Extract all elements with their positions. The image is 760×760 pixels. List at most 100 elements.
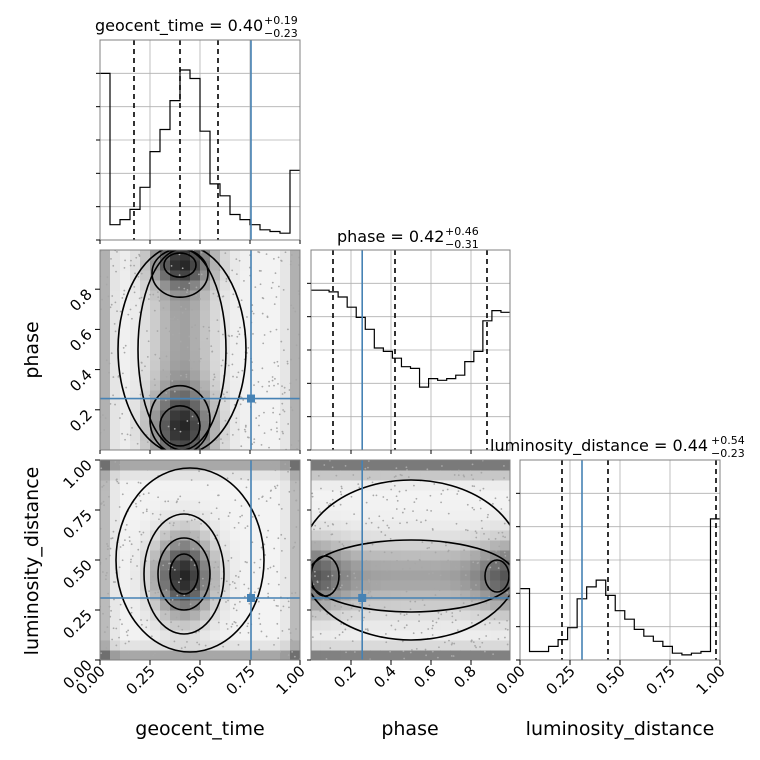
title-geocent-time-plus: +0.19	[264, 14, 298, 27]
density-cell	[210, 580, 221, 591]
sample-dot	[114, 330, 117, 333]
density-cell	[320, 580, 332, 591]
density-cell	[140, 350, 151, 361]
sample-dot	[171, 566, 174, 569]
density-cell	[410, 510, 421, 521]
density-cell	[260, 580, 271, 591]
sample-dot	[274, 487, 277, 490]
density-cell	[490, 630, 501, 641]
sample-dot	[213, 585, 216, 588]
density-cell	[140, 650, 151, 660]
density-cell	[200, 510, 211, 521]
density-cell	[330, 610, 342, 621]
sample-dot	[262, 342, 265, 345]
density-cell	[120, 310, 131, 321]
density-cell	[200, 290, 211, 301]
density-cell	[120, 530, 131, 541]
density-cell	[320, 520, 332, 531]
density-cell	[370, 590, 382, 601]
sample-dot	[292, 547, 294, 549]
density-cell	[210, 440, 221, 450]
sample-dot	[127, 313, 130, 316]
sample-dot	[258, 648, 261, 651]
density-cell	[320, 560, 332, 571]
sample-dot	[246, 436, 249, 439]
density-cell	[360, 580, 372, 591]
density-cell	[330, 490, 342, 501]
density-cell	[220, 530, 231, 541]
density-cell	[160, 290, 171, 301]
density-cell	[360, 480, 372, 491]
density-cell	[450, 460, 461, 471]
sample-dot	[445, 611, 448, 613]
density-cell	[160, 550, 171, 561]
density-cell	[350, 500, 362, 511]
sample-dot	[167, 609, 170, 612]
density-cell	[390, 560, 402, 571]
density-cell	[230, 300, 241, 311]
sample-dot	[294, 481, 297, 484]
sample-dot	[503, 465, 505, 467]
density-cell	[160, 580, 171, 591]
density-cell	[450, 480, 461, 491]
density-cell	[500, 610, 510, 621]
density-cell	[360, 470, 372, 481]
density-cell	[260, 650, 271, 660]
sample-dot	[297, 439, 300, 442]
sample-dot	[121, 559, 124, 562]
sample-dot	[456, 493, 459, 495]
density-cell	[360, 510, 372, 521]
x-tick-label: 1.00	[692, 662, 728, 698]
density-cell	[230, 340, 241, 351]
sample-dot	[186, 420, 189, 422]
sample-dot	[471, 463, 474, 466]
sample-dot	[159, 548, 162, 550]
sample-dot	[503, 551, 506, 554]
density-cell	[200, 250, 211, 261]
density-cell	[230, 490, 241, 501]
sample-dot	[346, 619, 349, 621]
sample-dot	[149, 293, 152, 296]
density-cell	[180, 480, 191, 491]
density-cell	[190, 510, 201, 521]
density-cell	[490, 620, 501, 631]
sample-dot	[485, 635, 488, 637]
sample-dot	[470, 622, 473, 624]
density-cell	[490, 480, 501, 491]
density-cell	[460, 610, 471, 621]
hist-panel-luminosity_distance	[516, 459, 721, 661]
density-cell	[440, 500, 451, 511]
density-cell	[150, 270, 161, 281]
density-cell	[140, 340, 151, 351]
sample-dot	[157, 296, 160, 299]
title-luminosity-distance-minus: −0.23	[711, 447, 745, 460]
density-cell	[180, 400, 191, 411]
sample-dot	[228, 511, 231, 514]
sample-dot	[215, 507, 218, 510]
density-cell	[410, 520, 421, 531]
density-cell	[320, 570, 332, 581]
sample-dot	[273, 643, 275, 646]
density-cell	[290, 510, 300, 521]
density-cell	[350, 530, 362, 541]
density-cell	[240, 540, 251, 551]
density-cell	[160, 530, 171, 541]
sample-dot	[153, 309, 156, 312]
density-cell	[190, 350, 201, 361]
sample-dot	[367, 592, 370, 594]
density-cell	[400, 530, 411, 541]
sample-dot	[261, 496, 264, 499]
sample-dot	[239, 515, 242, 518]
density-cell	[400, 560, 411, 571]
density-cell	[311, 530, 322, 541]
density-cell	[170, 410, 181, 421]
sample-dot	[235, 342, 238, 345]
density-cell	[460, 600, 471, 611]
density-cell	[140, 510, 151, 521]
sample-dot	[184, 308, 187, 310]
hist-panel-phase	[307, 249, 511, 451]
sample-dot	[200, 273, 203, 276]
density-cell	[500, 510, 510, 521]
sample-dot	[173, 640, 176, 643]
density-cell	[160, 280, 171, 291]
